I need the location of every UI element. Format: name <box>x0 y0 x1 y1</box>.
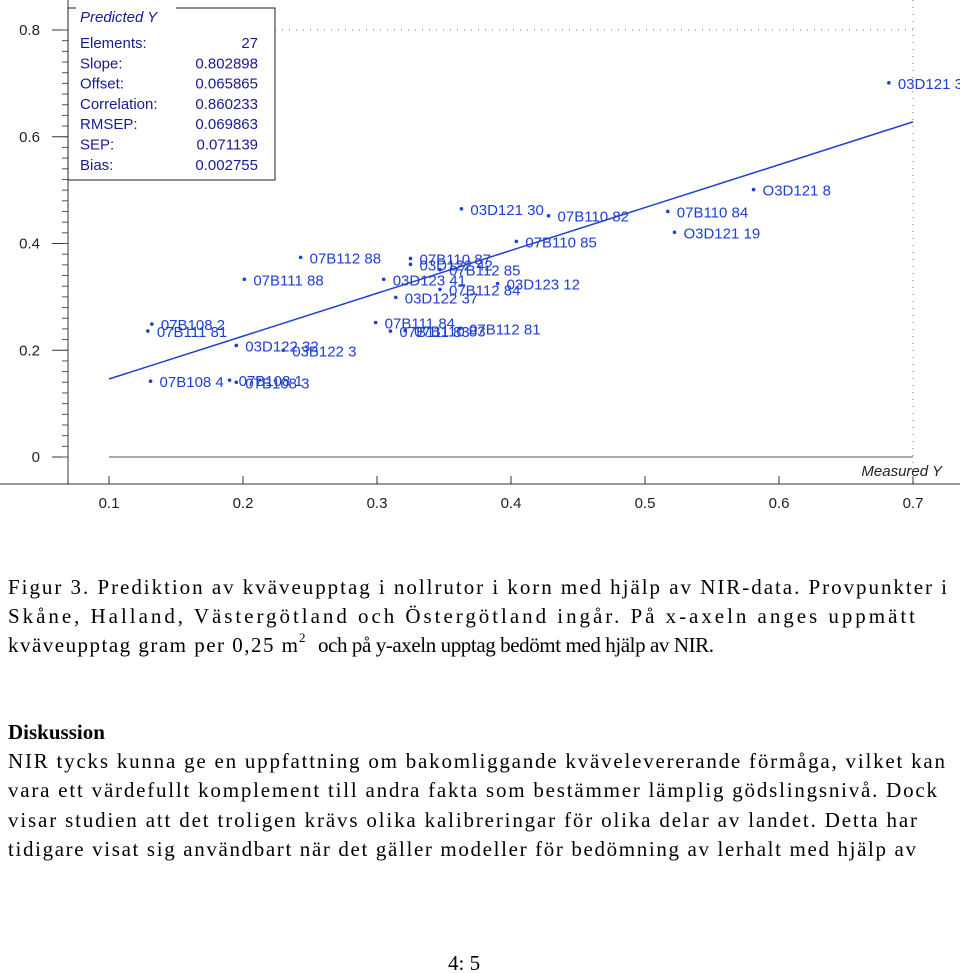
y-tick-label: 0.2 <box>19 342 40 359</box>
point <box>408 256 413 261</box>
stat-label: Elements: <box>80 35 147 52</box>
point <box>672 230 677 235</box>
point-label: 07B110 85 <box>525 234 596 251</box>
stat-value: 0.860233 <box>195 96 258 113</box>
point-label: 07B108 3 <box>245 375 309 392</box>
y-axis-title: Predicted Y <box>80 9 158 26</box>
point <box>393 295 398 300</box>
stat-value: 0.065865 <box>195 76 258 93</box>
point <box>665 209 670 214</box>
x-tick-label: 0.1 <box>99 495 120 512</box>
stat-value: 0.002755 <box>195 157 258 174</box>
point <box>887 81 891 85</box>
body-line: vara ett värdefullt komplement till andr… <box>8 778 938 802</box>
point-label: O3D121 19 <box>683 225 760 242</box>
point <box>459 207 464 211</box>
chart: 0 0.2 0.4 0.6 0.8 0.1 0.2 0.3 0.4 0.5 0.6 0.7 Measur… <box>0 0 960 512</box>
point <box>234 343 239 348</box>
point-label: 03D123 41 <box>393 272 466 289</box>
point <box>403 328 407 333</box>
stat-label: Correlation: <box>80 96 158 113</box>
point <box>281 348 286 353</box>
point <box>458 326 462 331</box>
caption-line: Figur 3. Prediktion av kväveupptag i nol… <box>8 575 947 599</box>
stat-label: Offset: <box>80 76 124 93</box>
superscript: 2 <box>299 630 306 645</box>
point-label: 07B112 81 <box>469 321 540 338</box>
caption-line: Skåne, Halland, Västergötland och Österg… <box>8 604 915 628</box>
point-label: 07B112 84 <box>449 282 520 299</box>
stat-value: 0.071139 <box>197 137 258 154</box>
page-number: 4: 5 <box>448 951 480 973</box>
point <box>373 320 378 325</box>
x-axis-title: Measured Y <box>861 463 943 480</box>
y-tick-label: 0.4 <box>19 236 40 253</box>
point-label: O3D121 8 <box>763 183 831 200</box>
point-label: 03B122 3 <box>292 343 356 360</box>
stat-label: Bias: <box>80 157 113 174</box>
point <box>751 187 756 192</box>
point-label: 07B112 85 <box>449 263 520 280</box>
caption-line: kväveupptag gram per 0,25 m <box>8 633 298 657</box>
point-label: 07B111 83 <box>399 324 469 341</box>
point <box>388 329 393 333</box>
point-label: 07B108 1 <box>239 373 303 390</box>
point-label: 07B111 88 <box>253 272 323 289</box>
point-label: 03D121 34 <box>898 76 960 93</box>
point <box>408 262 413 267</box>
point-label: 07B112 88 <box>310 250 381 267</box>
y-tick-label: 0.6 <box>19 129 40 146</box>
stats-title-bg <box>76 2 176 20</box>
point-label: 07B111 81 <box>157 324 227 341</box>
point <box>438 267 442 272</box>
stat-label: SEP: <box>80 137 114 154</box>
point <box>514 239 519 244</box>
regression-line <box>108 121 914 380</box>
x-tick-label: 0.3 <box>367 495 388 512</box>
point <box>146 329 150 333</box>
x-tick-label: 0.4 <box>501 495 522 512</box>
x-tick-label: 0.7 <box>903 495 924 512</box>
point <box>546 213 551 218</box>
point <box>148 379 153 384</box>
x-tick-label: 0.2 <box>233 495 254 512</box>
section-heading: Diskussion <box>8 720 105 744</box>
point-label: 07B110 83 <box>414 324 485 341</box>
caption-line: och på y-axeln upptag bedömt med hjälp a… <box>318 633 714 657</box>
point-label: 07B110 87 <box>420 251 491 268</box>
stat-value: 27 <box>241 35 258 52</box>
point <box>150 322 154 326</box>
point-label: 07B110 84 <box>677 204 748 221</box>
body-line: NIR tycks kunna ge en uppfattning om bak… <box>8 749 946 773</box>
point <box>298 255 303 260</box>
point <box>495 281 500 286</box>
point <box>227 378 232 382</box>
y-tick-label: 0 <box>32 449 40 466</box>
point-label: 07B108 4 <box>160 374 224 391</box>
point-label: 03D122 42 <box>420 257 493 274</box>
stat-label: Slope: <box>80 55 123 72</box>
point-label: 07B111 84 <box>385 315 455 332</box>
x-tick-label: 0.5 <box>635 495 656 512</box>
point <box>242 277 247 282</box>
point-label: 03D122 32 <box>245 338 318 355</box>
stats-box <box>67 7 276 181</box>
y-tick-label: 0.8 <box>19 22 40 39</box>
stat-value: 0.069863 <box>195 116 258 133</box>
point-label: 03D121 30 <box>470 202 543 219</box>
point <box>438 287 442 292</box>
point-label: 07B108 2 <box>161 317 225 334</box>
point <box>381 277 386 282</box>
body-line: tidigare visat sig användbart när det gä… <box>8 837 917 861</box>
point <box>234 380 239 385</box>
stat-label: RMSEP: <box>80 116 138 133</box>
x-tick-label: 0.6 <box>769 495 790 512</box>
point-label: 03D123 12 <box>507 277 580 294</box>
stat-value: 0.802898 <box>195 55 258 72</box>
point-label: 07B110 82 <box>558 209 629 226</box>
body-line: visar studien att det troligen krävs oli… <box>8 808 917 832</box>
point-label: 03D122 37 <box>405 290 478 307</box>
